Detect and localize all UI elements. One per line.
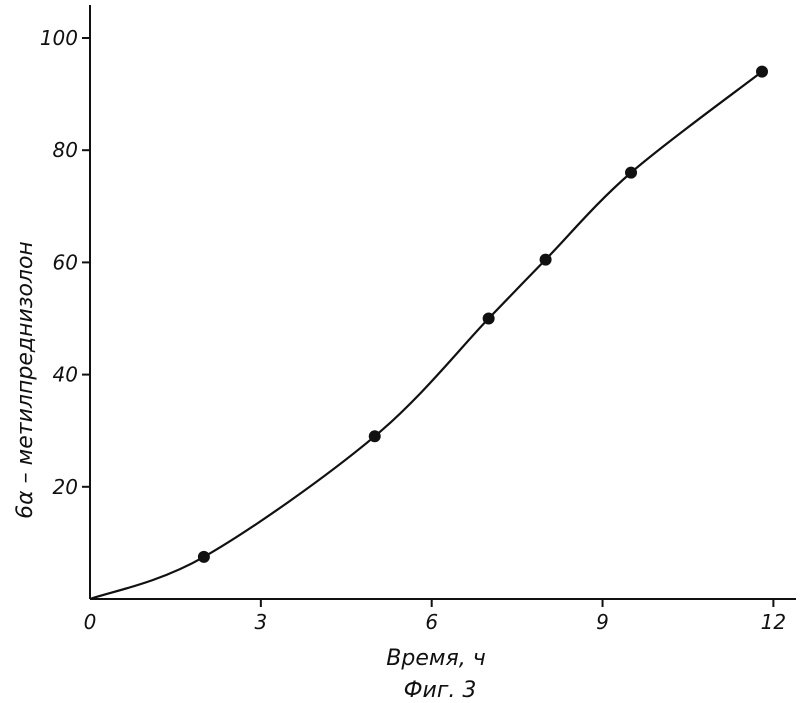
x-tick-label: 6	[425, 610, 438, 634]
data-point	[625, 167, 637, 179]
data-point	[198, 551, 210, 563]
y-tick-label: 60	[53, 250, 78, 274]
figure-caption: Фиг. 3	[404, 678, 477, 703]
axes	[90, 5, 796, 599]
data-point	[756, 66, 768, 78]
y-tick-label: 80	[53, 138, 78, 162]
y-tick-label: 40	[53, 363, 78, 387]
data-point	[483, 313, 495, 325]
y-tick-label: 20	[53, 475, 78, 499]
series-line	[90, 72, 762, 599]
x-tick-label: 0	[84, 610, 97, 634]
x-tick-label: 3	[254, 610, 267, 634]
x-axis-title: Время, ч	[386, 646, 485, 671]
y-tick-label: 100	[40, 26, 78, 50]
data-points	[198, 66, 768, 563]
x-tick-label: 12	[761, 610, 786, 634]
ticks: 0 3 6 9 12 20 40 60 80 100	[40, 26, 786, 634]
data-point	[540, 254, 552, 266]
data-point	[369, 430, 381, 442]
x-tick-label: 9	[596, 610, 609, 634]
y-axis-title: 6α – метилпреднизолон	[13, 241, 38, 519]
